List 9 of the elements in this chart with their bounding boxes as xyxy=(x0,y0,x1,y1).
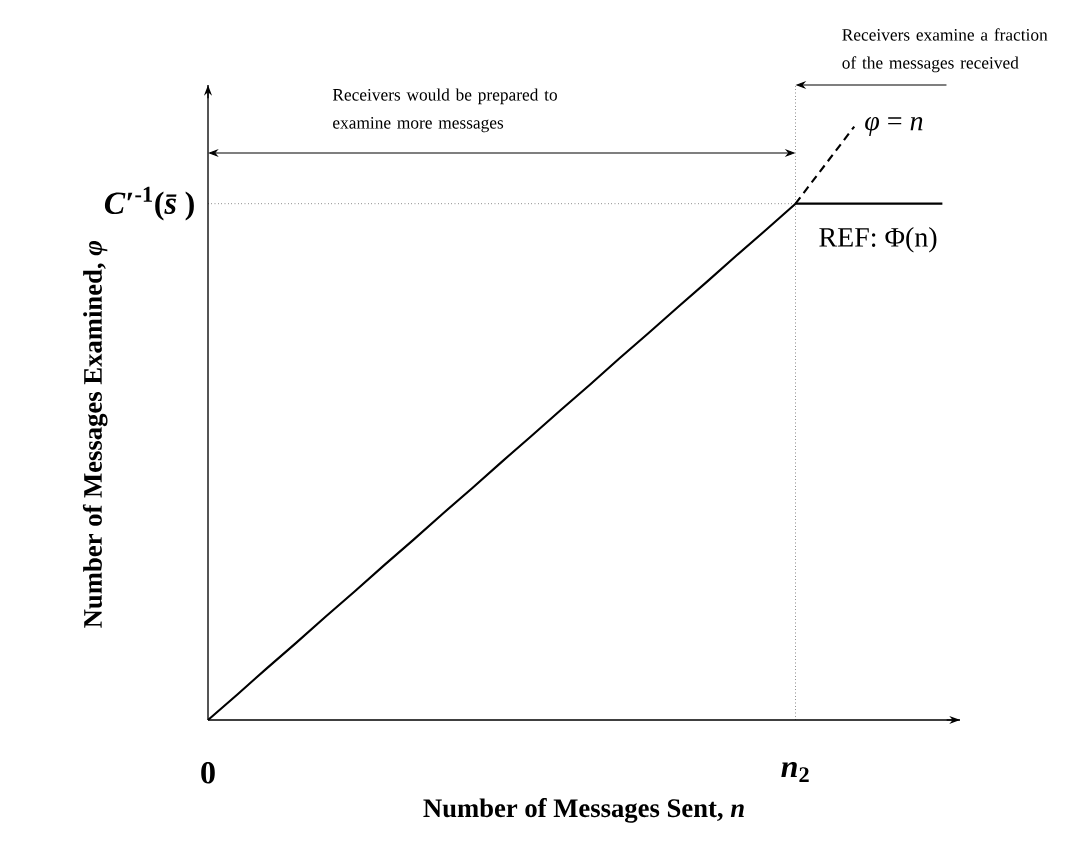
x-axis-title: Number of Messages Sent, n xyxy=(423,798,744,823)
text: C′$^{-1}$(s̄) xyxy=(104,186,194,221)
x-tick-label: 0 xyxy=(201,762,215,784)
series-label: REF: Φ(n) xyxy=(819,227,937,253)
annotation: Receivers would be prepared to examine more messages xyxy=(332,88,557,133)
text: Receivers examine a fraction of the messages received xyxy=(842,28,1048,73)
y-axis-title: Number of Messages Examined, φ xyxy=(82,241,108,628)
x-tick-label: n$_{2}$ xyxy=(781,762,809,783)
series-label: φ = n xyxy=(865,116,923,137)
